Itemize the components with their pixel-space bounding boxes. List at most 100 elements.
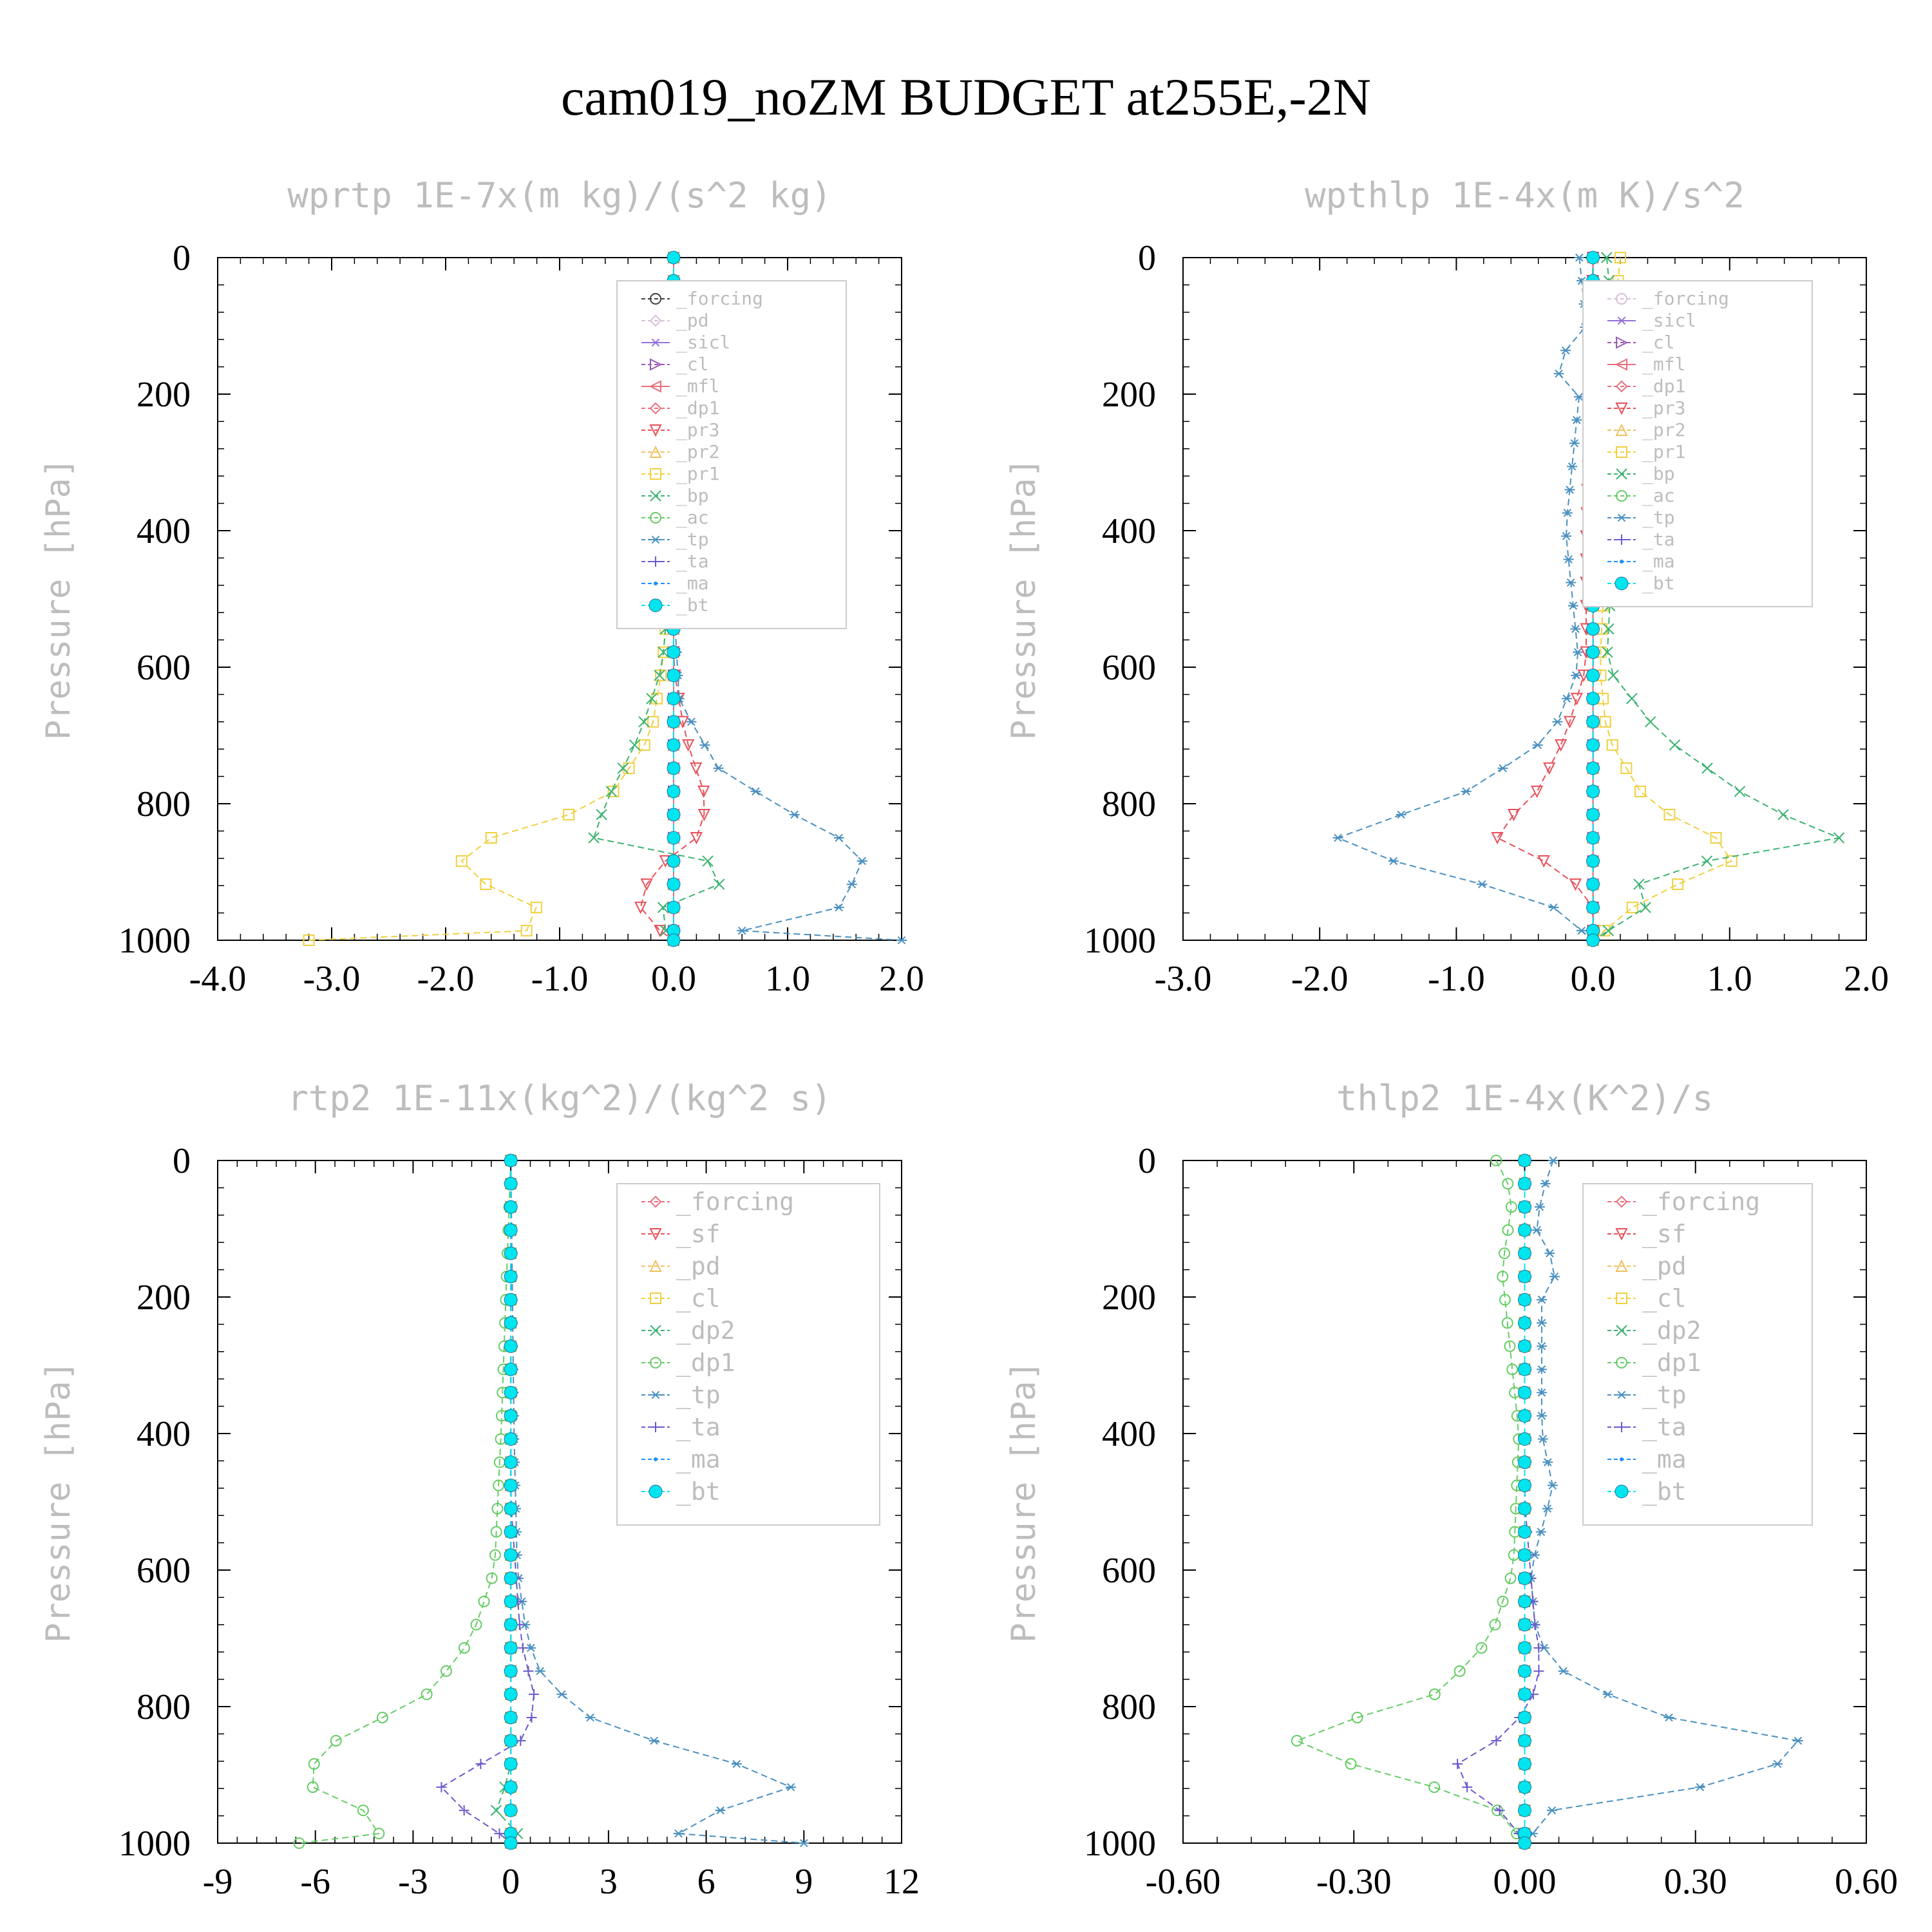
y-tick-label: 800	[137, 1687, 191, 1727]
data-point	[1586, 933, 1600, 947]
legend-item: _pr1	[641, 463, 719, 485]
data-point	[1504, 1340, 1516, 1352]
data-point	[1518, 1734, 1531, 1748]
data-point	[715, 1806, 726, 1815]
data-point	[657, 902, 669, 913]
data-point	[1518, 1153, 1531, 1168]
legend-item: _mfl	[641, 375, 719, 397]
legend-item: _pr1	[1607, 441, 1685, 463]
data-point	[526, 1712, 537, 1723]
legend-item: _dp2	[1607, 1316, 1701, 1345]
legend-marker	[1615, 423, 1628, 436]
data-point	[588, 832, 600, 844]
legend-item: _forcing	[641, 288, 763, 310]
legend-label: _bt	[676, 594, 709, 616]
y-tick-label: 800	[1102, 784, 1156, 824]
data-point	[1494, 1805, 1505, 1816]
legend-item: _bt	[1607, 1477, 1687, 1506]
legend-label: _bt	[1642, 1477, 1687, 1506]
data-point	[1567, 462, 1578, 471]
data-point	[1792, 1736, 1803, 1745]
data-point	[1540, 1179, 1551, 1188]
panel-title: wpthlp 1E-4x(m K)/s^2	[1305, 175, 1745, 216]
legend-label: _sf	[676, 1220, 721, 1249]
legend-marker	[1615, 1195, 1628, 1208]
data-point	[667, 808, 681, 822]
legend-label: _pd	[676, 1252, 721, 1281]
data-point	[504, 1687, 518, 1701]
data-point	[697, 808, 711, 822]
data-point	[1502, 1224, 1514, 1236]
legend-marker	[650, 338, 661, 347]
legend-label: _pr3	[676, 419, 719, 441]
legend-item: _ta	[1607, 1413, 1687, 1442]
legend-label: _forcing	[1642, 288, 1729, 310]
data-point	[731, 1759, 742, 1768]
data-point	[690, 832, 703, 845]
legend-label: _ma	[676, 573, 709, 594]
legend-marker	[1616, 490, 1627, 502]
data-point	[1734, 786, 1746, 797]
legend-item: _bt	[1607, 573, 1675, 594]
data-point	[1548, 1156, 1558, 1165]
legend-marker	[1615, 576, 1629, 591]
data-point	[686, 717, 697, 726]
chart-panel: thlp2 1E-4x(K^2)/s Pressure [hPa] -0.60 -0.…	[1005, 1078, 1898, 1902]
legend-marker	[1616, 1293, 1627, 1304]
legend: _forcing_pd_sicl_cl_mfl_dp1_pr3_pr2_pr1_…	[616, 280, 847, 629]
data-point	[1586, 784, 1600, 799]
legend-marker	[650, 512, 661, 524]
y-tick-label: 800	[1102, 1687, 1156, 1727]
data-point	[667, 251, 681, 265]
legend-marker	[654, 582, 658, 585]
data-point	[1566, 578, 1577, 587]
data-point	[1626, 902, 1638, 914]
data-point	[1772, 1759, 1783, 1768]
data-point	[504, 1362, 518, 1376]
legend-marker	[650, 1390, 661, 1399]
legend-label: _ma	[1642, 551, 1675, 573]
legend-item: _forcing	[1607, 1188, 1760, 1217]
legend-label: _sf	[1642, 1220, 1687, 1249]
legend-item: _ma	[641, 573, 709, 594]
legend-label: _cl	[676, 354, 709, 375]
data-point	[1586, 251, 1600, 265]
data-point	[1504, 1572, 1517, 1584]
data-point	[421, 1688, 433, 1700]
data-point	[1586, 854, 1600, 868]
data-point	[1603, 623, 1615, 635]
data-point	[504, 1780, 518, 1794]
data-point	[1518, 1757, 1531, 1771]
data-point	[1586, 645, 1600, 659]
legend-marker	[1616, 468, 1627, 480]
legend-label: _pr1	[1642, 441, 1685, 463]
data-point	[1561, 694, 1572, 703]
data-point	[504, 1339, 518, 1353]
data-point	[846, 880, 857, 889]
legend-marker	[649, 402, 662, 415]
series-bt	[504, 1153, 518, 1850]
data-point	[1518, 1293, 1531, 1307]
legend-item: _tp	[641, 529, 709, 551]
x-tick-label: -3.0	[1155, 959, 1212, 999]
legend-label: _ta	[676, 551, 709, 573]
data-point	[1558, 1667, 1569, 1676]
data-point	[1586, 668, 1600, 683]
data-point	[1563, 715, 1577, 729]
legend-marker	[1616, 446, 1627, 458]
data-point	[1537, 1342, 1548, 1350]
legend-marker	[650, 1293, 661, 1304]
x-tick-label: 1.0	[1707, 959, 1752, 999]
legend-item: _pr3	[641, 419, 719, 441]
y-tick-label: 600	[1102, 1551, 1156, 1591]
legend-label: _tp	[1642, 507, 1675, 529]
data-point	[1571, 415, 1582, 424]
data-point	[1530, 785, 1544, 799]
data-point	[1518, 1455, 1531, 1470]
data-point	[1560, 346, 1571, 355]
legend-label: _ta	[1642, 529, 1675, 551]
legend-box	[616, 1183, 880, 1526]
legend-marker	[654, 1457, 658, 1461]
legend-label: _pr2	[676, 441, 719, 463]
legend-label: _pd	[676, 310, 709, 332]
